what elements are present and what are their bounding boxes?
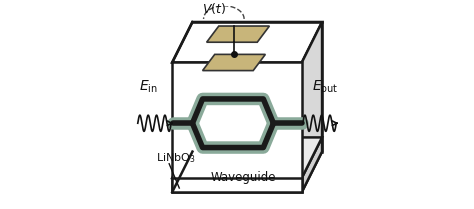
Polygon shape bbox=[172, 178, 302, 192]
Polygon shape bbox=[302, 22, 322, 192]
Polygon shape bbox=[302, 138, 322, 192]
Text: $V(t)$: $V(t)$ bbox=[201, 1, 226, 16]
Polygon shape bbox=[202, 54, 265, 71]
Polygon shape bbox=[207, 26, 269, 42]
Polygon shape bbox=[172, 138, 322, 178]
Polygon shape bbox=[172, 62, 302, 192]
Text: Waveguide: Waveguide bbox=[210, 171, 276, 184]
Text: $E_{\rm out}$: $E_{\rm out}$ bbox=[312, 79, 338, 95]
Text: LiNbO$_3$: LiNbO$_3$ bbox=[156, 151, 196, 164]
Polygon shape bbox=[172, 22, 322, 62]
Text: $E_{\rm in}$: $E_{\rm in}$ bbox=[139, 79, 158, 95]
